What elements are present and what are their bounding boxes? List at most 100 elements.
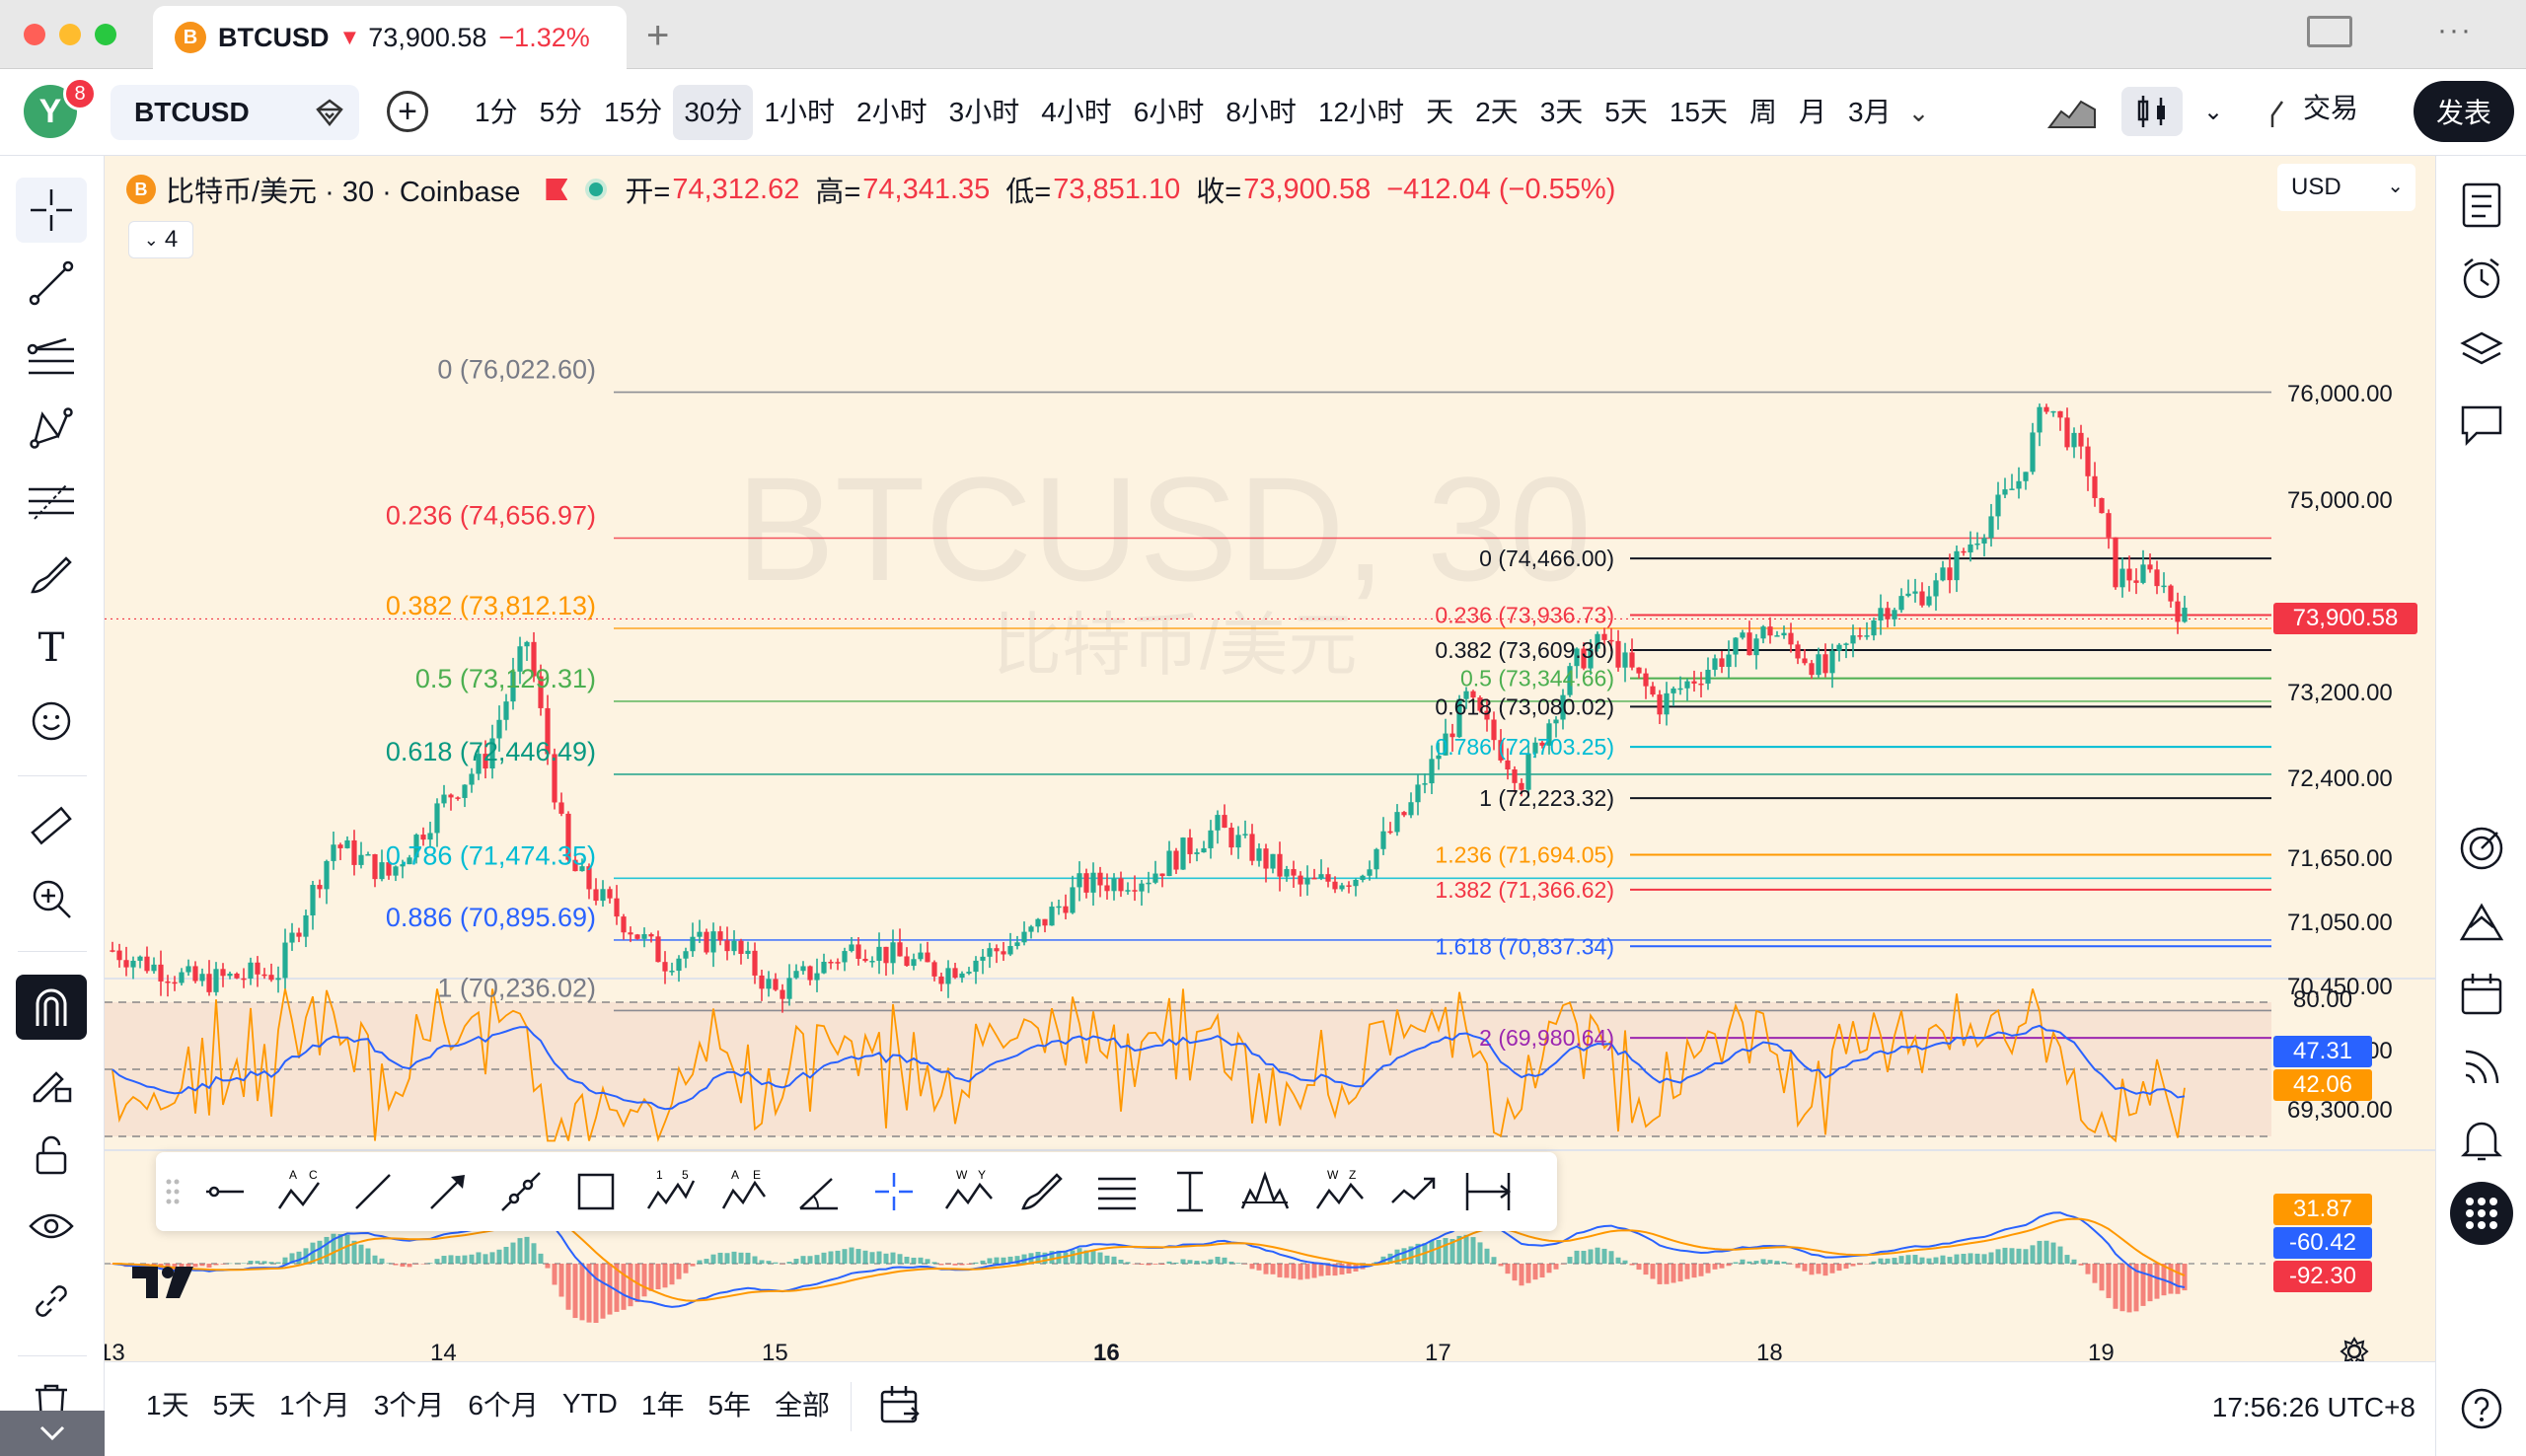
axis-settings-gear-icon[interactable] <box>2339 1336 2370 1361</box>
emoji-icon[interactable] <box>16 689 87 754</box>
publish-button[interactable]: 发表 <box>2414 81 2514 142</box>
interval-12[interactable]: 2天 <box>1475 97 1519 127</box>
crosshair-icon[interactable] <box>16 178 87 243</box>
price-range-icon[interactable] <box>1162 1164 1218 1219</box>
interval-5[interactable]: 2小时 <box>856 97 928 127</box>
ideas-mountain-icon[interactable] <box>2452 892 2511 951</box>
chart-area-style-icon[interactable] <box>2044 87 2100 136</box>
minimize-window-button[interactable] <box>59 24 81 45</box>
chat-icon[interactable] <box>2452 395 2511 454</box>
chart-type-chevron-icon[interactable]: ⌄ <box>2202 98 2224 125</box>
trade-button[interactable]: 交易 <box>2303 93 2359 123</box>
interval-more-chevron-icon[interactable]: ⌄ <box>1907 97 1930 127</box>
interval-8[interactable]: 6小时 <box>1133 97 1205 127</box>
interval-6[interactable]: 3小时 <box>948 97 1020 127</box>
zoom-window-button[interactable] <box>95 24 116 45</box>
range-1[interactable]: 5天 <box>212 1390 257 1420</box>
interval-17[interactable]: 月 <box>1799 97 1827 127</box>
brush-icon[interactable] <box>16 543 87 608</box>
arrow-line-icon[interactable] <box>420 1164 476 1219</box>
line-icon[interactable] <box>345 1164 401 1219</box>
interval-14[interactable]: 5天 <box>1604 97 1648 127</box>
ruler-icon[interactable] <box>16 793 87 858</box>
interval-18[interactable]: 3月 <box>1848 97 1892 127</box>
compare-add-icon[interactable]: + <box>387 91 428 132</box>
indicators-icon[interactable] <box>2267 87 2287 136</box>
eye-icon[interactable] <box>16 1196 87 1261</box>
market-status-icon[interactable] <box>585 179 608 200</box>
interval-11[interactable]: 天 <box>1426 97 1454 127</box>
browser-tab-btcusd[interactable]: B BTCUSD ▼ 73,900.58 −1.32% <box>153 6 627 69</box>
apps-grid-icon[interactable] <box>2450 1182 2513 1245</box>
candles-style-icon[interactable] <box>2121 87 2183 136</box>
magnet-icon[interactable] <box>16 975 87 1040</box>
bell-icon[interactable] <box>2452 1111 2511 1170</box>
crosshair-blue-icon[interactable] <box>866 1164 922 1219</box>
interval-3[interactable]: 30分 <box>673 85 754 140</box>
interval-15[interactable]: 15天 <box>1669 97 1728 127</box>
head-shoulders-icon[interactable] <box>1237 1164 1293 1219</box>
forecast-icon[interactable] <box>1387 1164 1443 1219</box>
range-0[interactable]: 1天 <box>146 1390 189 1420</box>
lock-icon[interactable] <box>16 1123 87 1188</box>
lock-drawings-pen-icon[interactable] <box>16 1050 87 1115</box>
symbol-diamond-icon[interactable] <box>314 97 345 135</box>
flag-icon[interactable] <box>546 179 568 200</box>
range-3[interactable]: 3个月 <box>373 1390 445 1420</box>
link-icon[interactable] <box>16 1269 87 1334</box>
pattern-xabcd-icon[interactable] <box>16 397 87 462</box>
alarm-clock-icon[interactable] <box>2452 249 2511 308</box>
collapse-toolbar-chevron-icon[interactable] <box>0 1411 105 1456</box>
interval-4[interactable]: 1小时 <box>764 97 836 127</box>
range-8[interactable]: 全部 <box>775 1390 831 1420</box>
range-7[interactable]: 5年 <box>707 1390 752 1420</box>
currency-select[interactable]: USD ⌄ <box>2277 164 2415 211</box>
pitchfork-icon[interactable] <box>16 324 87 389</box>
trend-line-icon[interactable] <box>16 251 87 316</box>
interval-2[interactable]: 15分 <box>604 97 663 127</box>
horizontal-ray-icon[interactable] <box>197 1164 253 1219</box>
legend-collapse-button[interactable]: ⌄ 4 <box>128 221 193 258</box>
range-5[interactable]: YTD <box>561 1388 618 1419</box>
range-2[interactable]: 1个月 <box>279 1390 350 1420</box>
target-icon[interactable] <box>2452 819 2511 878</box>
interval-1[interactable]: 5分 <box>539 97 583 127</box>
signal-feed-icon[interactable] <box>2452 1038 2511 1097</box>
interval-7[interactable]: 4小时 <box>1041 97 1112 127</box>
extended-line-icon[interactable] <box>493 1164 549 1219</box>
more-icon[interactable]: ··· <box>2437 14 2473 46</box>
interval-13[interactable]: 3天 <box>1539 97 1584 127</box>
fib-retracement-icon[interactable] <box>16 470 87 535</box>
range-6[interactable]: 1年 <box>640 1390 685 1420</box>
calendar-icon[interactable] <box>2452 965 2511 1024</box>
goto-date-calendar-icon[interactable] <box>878 1384 922 1432</box>
brush-tool-icon[interactable] <box>1014 1164 1070 1219</box>
interval-0[interactable]: 1分 <box>475 97 518 127</box>
zoom-in-icon[interactable] <box>16 866 87 931</box>
timezone-clock[interactable]: 17:56:26 UTC+8 <box>2211 1392 2415 1422</box>
chart-canvas[interactable]: BTCUSD, 30 比特币/美元 0 (76,022.60) 0.236 (74,… <box>105 156 2435 1361</box>
help-icon[interactable] <box>2452 1379 2511 1438</box>
rectangle-icon[interactable] <box>568 1164 624 1219</box>
interval-10[interactable]: 12小时 <box>1317 97 1405 127</box>
range-4[interactable]: 6个月 <box>468 1390 539 1420</box>
interval-16[interactable]: 周 <box>1749 97 1778 127</box>
new-tab-plus-icon[interactable]: + <box>646 14 670 57</box>
watchlist-icon[interactable] <box>2452 176 2511 235</box>
layers-icon[interactable] <box>2452 322 2511 381</box>
interval-9[interactable]: 8小时 <box>1226 97 1297 127</box>
close-window-button[interactable] <box>24 24 45 45</box>
text-tool-icon[interactable]: T <box>37 625 65 671</box>
angle-icon[interactable] <box>791 1164 847 1219</box>
legend-title[interactable]: 比特币/美元 · 30 · Coinbase <box>166 177 521 208</box>
display-icon[interactable] <box>2307 16 2352 47</box>
drag-handle-icon[interactable] <box>158 1164 187 1219</box>
date-range-icon[interactable] <box>1460 1164 1516 1219</box>
parallel-lines-icon[interactable] <box>1089 1164 1145 1219</box>
symbol-search-input[interactable]: BTCUSD <box>111 85 359 140</box>
